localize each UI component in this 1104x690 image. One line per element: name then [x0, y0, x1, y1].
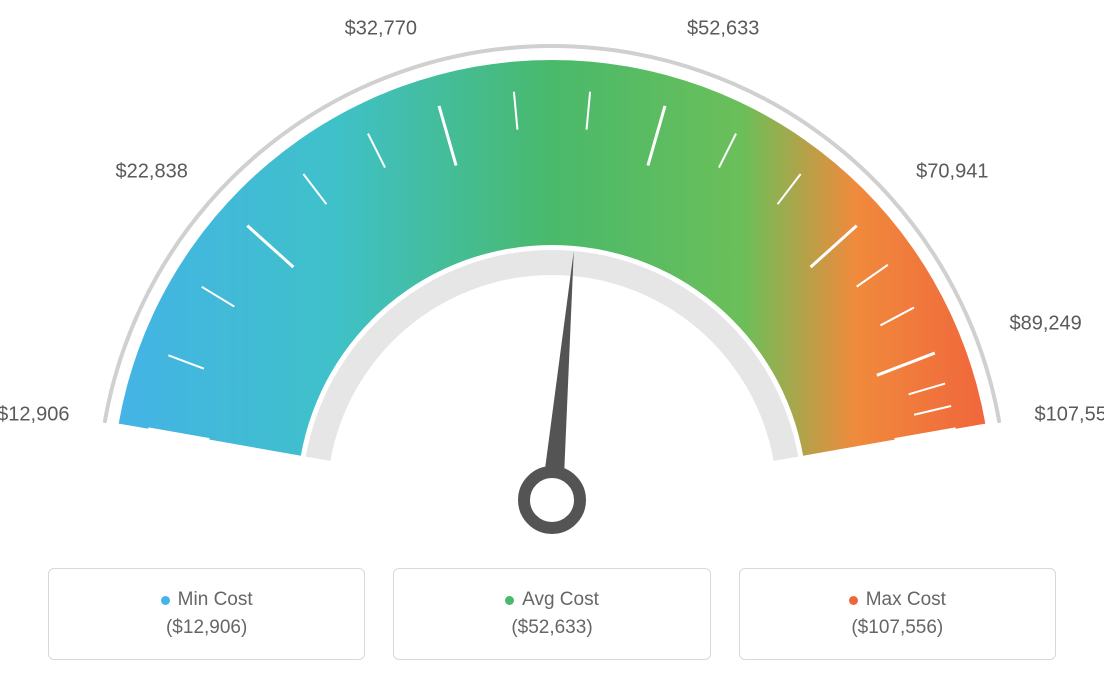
gauge-tick-label: $107,556 [1035, 403, 1104, 426]
gauge-tick-label: $22,838 [116, 161, 188, 184]
legend-avg-label: Avg Cost [522, 589, 599, 611]
legend-min-title: Min Cost [161, 589, 253, 611]
legend-max-title: Max Cost [849, 589, 946, 611]
gauge-chart: $12,906 $22,838 $32,770 $52,633 $70,941 $89,2… [0, 0, 1104, 560]
legend-avg-title: Avg Cost [505, 589, 599, 611]
gauge-tick-label: $52,633 [687, 17, 759, 40]
legend-max-value: ($107,556) [851, 617, 943, 639]
gauge-tick-label: $89,249 [1009, 313, 1081, 336]
dot-icon [849, 596, 858, 605]
gauge-tick-label: $12,906 [0, 403, 69, 426]
legend-min-cost: Min Cost ($12,906) [48, 568, 365, 660]
gauge-tick-label: $32,770 [345, 17, 417, 40]
legend-avg-cost: Avg Cost ($52,633) [393, 568, 710, 660]
dot-icon [505, 596, 514, 605]
legend-max-label: Max Cost [866, 589, 946, 611]
legend-max-cost: Max Cost ($107,556) [739, 568, 1056, 660]
cost-gauge-container: $12,906 $22,838 $32,770 $52,633 $70,941 $89,2… [0, 0, 1104, 690]
legend-min-label: Min Cost [178, 589, 253, 611]
dot-icon [161, 596, 170, 605]
legend-avg-value: ($52,633) [511, 617, 592, 639]
legend-min-value: ($12,906) [166, 617, 247, 639]
gauge-tick-label: $70,941 [916, 161, 988, 184]
legend-row: Min Cost ($12,906) Avg Cost ($52,633) Ma… [48, 568, 1056, 660]
